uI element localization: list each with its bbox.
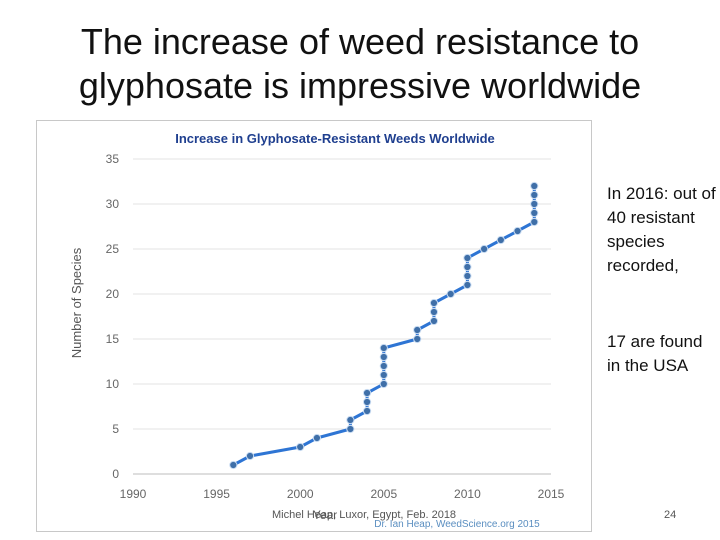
y-tick-label: 5 (112, 422, 119, 436)
data-point (463, 253, 472, 263)
data-point (530, 190, 539, 200)
slide-title-line-2: glyphosate is impressive worldwide (78, 65, 642, 106)
data-point (379, 343, 388, 353)
data-point (446, 289, 455, 299)
chart-title: Increase in Glyphosate-Resistant Weeds W… (175, 131, 495, 146)
x-tick-label: 1995 (203, 487, 230, 501)
data-point (379, 361, 388, 371)
data-point (379, 370, 388, 380)
y-tick-label: 30 (106, 197, 120, 211)
data-point (496, 235, 505, 245)
slide-title: The increase of weed resistance to glyph… (20, 20, 700, 108)
axes: 0 5 10 15 20 25 30 35 1990 1995 2000 2005 2010 2015 (106, 152, 565, 501)
data-point (463, 280, 472, 290)
y-axis-label: Number of Species (69, 247, 84, 358)
x-tick-label: 2015 (538, 487, 565, 501)
data-point (530, 208, 539, 218)
side-note-2: 17 are found in the USA (607, 332, 703, 375)
y-tick-label: 10 (106, 377, 120, 391)
data-point (379, 379, 388, 389)
y-tick-label: 25 (106, 242, 120, 256)
y-tick-label: 0 (112, 467, 119, 481)
data-point (346, 415, 355, 425)
series-line (232, 186, 536, 467)
data-point (480, 244, 489, 254)
data-point (413, 334, 422, 344)
data-point (530, 199, 539, 209)
data-point (229, 460, 238, 470)
data-point (429, 307, 439, 317)
data-point (362, 397, 372, 407)
data-point (463, 262, 472, 272)
footer-text: Michel Heap, Luxor, Egypt, Feb. 2018 (272, 509, 457, 521)
data-point (530, 217, 539, 227)
y-tick-label: 20 (106, 287, 120, 301)
data-point (245, 451, 255, 461)
chart-credit: Dr. Ian Heap, WeedScience.org 2015 (374, 519, 540, 530)
x-tick-label: 2000 (287, 487, 314, 501)
series (229, 181, 539, 470)
x-tick-label: 2005 (370, 487, 397, 501)
x-tick-label: 1990 (120, 487, 147, 501)
data-point (362, 388, 372, 398)
data-point (362, 406, 372, 416)
data-point (429, 298, 439, 308)
data-point (312, 433, 322, 443)
page-number: 24 (664, 509, 677, 521)
side-note-1: In 2016: out of 40 resistant species rec… (607, 184, 716, 275)
data-point (513, 226, 522, 236)
data-point (413, 325, 422, 335)
y-tick-label: 15 (106, 332, 120, 346)
data-point (379, 352, 388, 362)
data-point (296, 442, 305, 452)
x-axis-label: Year (313, 508, 337, 522)
data-point (346, 424, 355, 434)
gridlines (133, 158, 551, 475)
x-tick-label: 2010 (454, 487, 481, 501)
chart-frame: Increase in Glyphosate-Resistant Weeds W… (36, 120, 592, 532)
glyphosate-chart: Increase in Glyphosate-Resistant Weeds W… (69, 131, 565, 530)
y-tick-label: 35 (106, 152, 120, 166)
slide-title-line-1: The increase of weed resistance to (80, 21, 640, 62)
data-point (463, 271, 472, 281)
data-point (530, 181, 539, 191)
data-point (429, 316, 439, 326)
